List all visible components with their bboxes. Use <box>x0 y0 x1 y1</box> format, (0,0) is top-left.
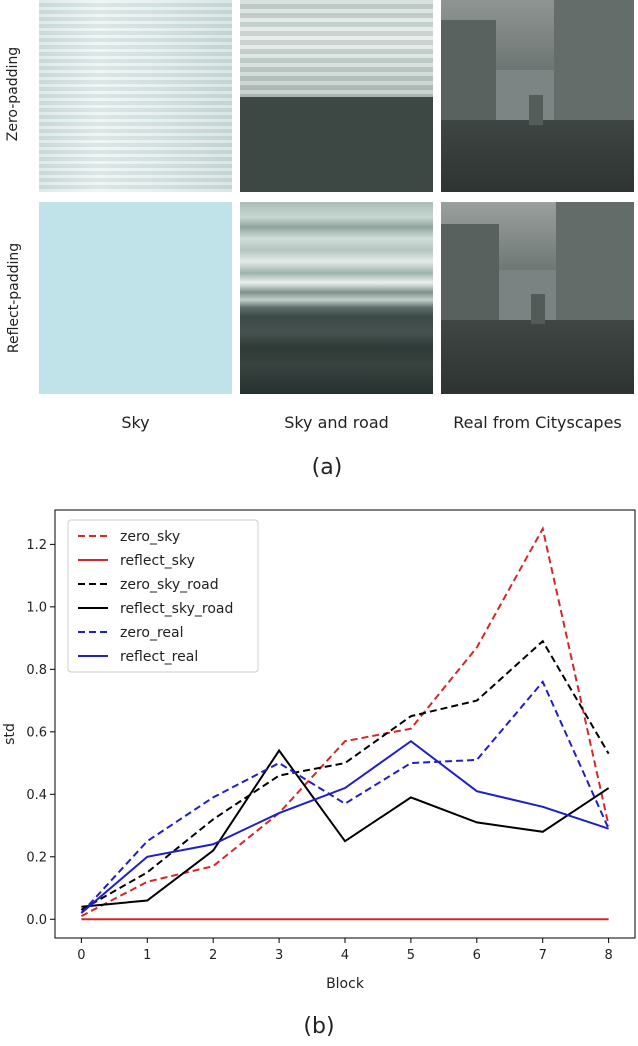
legend-label: zero_sky <box>120 529 180 545</box>
series-line-reflect-real <box>80 739 609 914</box>
row-label-zero-padding: Zero-padding <box>5 46 21 142</box>
zero-real-cityscapes-image <box>441 0 634 192</box>
y-axis-label: std <box>2 723 18 745</box>
y-tick-label: 0.4 <box>26 788 47 803</box>
reflect-sky-road-image <box>240 202 433 394</box>
y-tick-label: 0.8 <box>26 663 47 678</box>
x-tick-label: 6 <box>473 948 481 963</box>
series-line-zero-sky-road <box>80 639 610 911</box>
row-label-reflect-padding: Reflect-padding <box>6 242 22 354</box>
caption-a: (a) <box>311 455 343 480</box>
x-tick-label: 8 <box>604 948 612 963</box>
caption-b: (b) <box>303 1014 335 1039</box>
x-tick-label: 1 <box>143 948 151 963</box>
zero-sky-road-image <box>240 0 433 192</box>
zero-sky-image <box>39 0 232 192</box>
x-tick-label: 7 <box>539 948 547 963</box>
legend-label: zero_real <box>120 625 184 641</box>
legend-box <box>67 519 259 673</box>
y-tick-label: 0.6 <box>26 725 47 740</box>
y-tick-label: 1.2 <box>26 538 47 553</box>
x-axis-label: Block <box>326 976 365 992</box>
y-tick-label: 1.0 <box>26 600 47 615</box>
legend-label: reflect_sky_road <box>120 601 233 617</box>
legend-label: reflect_real <box>120 649 198 665</box>
x-tick-label: 4 <box>341 948 349 963</box>
series-line-zero-real <box>80 679 610 914</box>
legend-label: reflect_sky <box>120 553 195 569</box>
x-tick-label: 0 <box>77 948 85 963</box>
x-tick-label: 3 <box>275 948 283 963</box>
y-tick-label: 0.0 <box>26 913 47 928</box>
col-label-real-from-cityscapes: Real from Cityscapes <box>453 413 622 432</box>
x-tick-label: 5 <box>407 948 415 963</box>
x-tick-label: 2 <box>209 948 217 963</box>
series-line-reflect-sky-road <box>81 748 610 908</box>
col-label-sky-and-road: Sky and road <box>284 413 389 432</box>
reflect-real-cityscapes-image <box>441 202 634 394</box>
y-tick-label: 0.2 <box>26 850 47 865</box>
series-line-zero-sky <box>80 525 610 918</box>
legend-label: zero_sky_road <box>120 577 219 593</box>
reflect-sky-image <box>39 202 232 394</box>
col-label-sky: Sky <box>121 413 150 432</box>
std-line-chart: 0 1 2 3 4 5 6 7 8 0.0 0.2 0.4 0.6 0.8 1.0 1.2 Block std… <box>2 509 636 992</box>
